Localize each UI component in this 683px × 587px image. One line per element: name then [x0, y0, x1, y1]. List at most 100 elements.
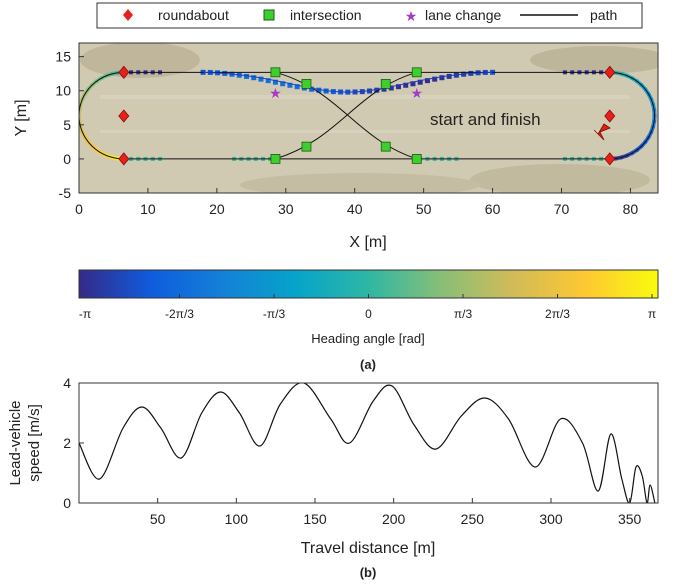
- y-axis-label-b-line1: Lead-vehicle: [7, 400, 24, 485]
- roundabout-marker: [118, 152, 130, 166]
- x-tick-label-a: 10: [140, 201, 156, 217]
- speed-line-group: [79, 383, 656, 503]
- intersection-marker: [270, 154, 281, 164]
- lane-change-dot: [403, 82, 409, 88]
- colorbar-tick-label: π/3: [454, 307, 473, 321]
- lane-change-dot: [265, 78, 271, 84]
- x-tick-label-a: 60: [485, 201, 501, 217]
- roundabout-marker: [118, 65, 130, 79]
- panel-b: 50 100 150 200 250 300 350 0 2 4 Travel distance …: [7, 375, 659, 557]
- speed-line: [79, 383, 656, 503]
- lane-change-dot: [439, 75, 445, 81]
- lane-change-dot: [388, 85, 394, 91]
- x-tick-label-b: 100: [225, 511, 249, 527]
- lane-change-dot: [374, 87, 380, 93]
- colorbar-tick-label: π: [648, 307, 656, 321]
- y-tick-label-a: 0: [63, 151, 71, 167]
- lane-change-dot: [272, 79, 278, 85]
- intersection-marker: [411, 67, 422, 78]
- y-tick-label-b: 0: [63, 495, 71, 511]
- lane-change-dot: [410, 81, 416, 87]
- x-tick-label-a: 20: [209, 201, 225, 217]
- legend-path-label: path: [590, 7, 617, 23]
- lane-change-dot: [417, 79, 423, 85]
- colorbar-label: Heading angle [rad]: [311, 331, 424, 346]
- roundabout-marker: [604, 152, 616, 166]
- start-finish-arrow-icon: [593, 123, 611, 141]
- y-tick-label-b: 4: [63, 375, 71, 391]
- intersection-marker: [301, 79, 312, 89]
- x-tick-label-a: 30: [278, 201, 294, 217]
- x-axis-label-a: X [m]: [349, 234, 386, 251]
- legend-roundabout-marker: [123, 9, 133, 21]
- colorbar-gradient: [78, 269, 659, 299]
- legend-lane-change-label: lane change: [425, 7, 502, 23]
- x-tick-label-b: 150: [303, 511, 327, 527]
- intersection-marker: [380, 141, 391, 152]
- lane-change-dot: [424, 78, 430, 84]
- roundabout-marker: [604, 109, 616, 123]
- lane-change-dot: [287, 82, 293, 88]
- legend-roundabout-label: roundabout: [158, 7, 229, 23]
- colorbar: -π -2π/3 -π/3 0 π/3 2π/3 π Heading angle [rad]: [78, 269, 659, 346]
- legend-intersection-label: intersection: [290, 7, 362, 23]
- lane-change-marker: ★: [269, 85, 282, 101]
- x-axis-label-b: Travel distance [m]: [301, 540, 436, 557]
- y-axis-label-a: Y [m]: [13, 99, 30, 136]
- colorbar-tick-label: -π: [79, 307, 91, 321]
- lane-change-dot: [446, 73, 452, 79]
- x-tick-label-a: 0: [75, 201, 83, 217]
- colorbar-tick-label: 2π/3: [545, 307, 570, 321]
- lane-change-dot: [432, 76, 438, 82]
- x-tick-label-b: 50: [150, 511, 166, 527]
- legend: roundabout intersection ★ lane change pa…: [96, 2, 643, 29]
- event-markers: ★ ★: [118, 65, 616, 166]
- start-finish-annotation: start and finish: [430, 110, 541, 129]
- x-tick-label-a: 50: [416, 201, 432, 217]
- y-axis-label-b-line2: speed [m/s]: [26, 404, 43, 482]
- lane-change-dot: [309, 86, 315, 92]
- intersection-marker: [270, 67, 281, 78]
- x-tick-label-b: 300: [539, 511, 563, 527]
- y-tick-label-a: -5: [59, 185, 72, 201]
- y-tick-label-a: 15: [55, 49, 71, 65]
- lane-change-dot: [258, 76, 264, 82]
- panel-a-label: (a): [360, 357, 376, 372]
- lane-change-dot: [316, 87, 322, 93]
- roundabout-marker: [604, 65, 616, 79]
- x-tick-label-b: 200: [382, 511, 406, 527]
- plot-frame-b: [78, 382, 659, 504]
- lane-change-marker: ★: [410, 85, 423, 101]
- plot-frame-a: [78, 42, 659, 194]
- colorbar-tick-label: -π/3: [263, 307, 286, 321]
- track-map-texture: [79, 43, 658, 193]
- colorbar-tick-label: -2π/3: [165, 307, 194, 321]
- x-tick-label-a: 80: [623, 201, 639, 217]
- x-tick-label-b: 250: [461, 511, 485, 527]
- plot-area-b: [79, 383, 658, 503]
- y-tick-label-b: 2: [63, 435, 71, 451]
- intersection-marker: [411, 154, 422, 164]
- lane-change-dot: [381, 86, 387, 92]
- panel-b-label: (b): [360, 565, 377, 580]
- legend-intersection-marker: [263, 9, 275, 21]
- path-lane-change: [203, 71, 493, 93]
- intersection-marker: [301, 141, 312, 152]
- legend-lane-change-marker: ★: [405, 8, 418, 24]
- lane-change-dot: [280, 81, 286, 87]
- x-tick-label-a: 70: [554, 201, 570, 217]
- x-tick-label-a: 40: [347, 201, 363, 217]
- colorbar-tick-label: 0: [365, 307, 372, 321]
- lane-change-dot: [395, 84, 401, 90]
- lane-change-dot: [251, 75, 257, 81]
- colorbar-ticks: -π -2π/3 -π/3 0 π/3 2π/3 π: [79, 294, 656, 321]
- intersection-marker: [380, 79, 391, 89]
- lane-change-dot: [243, 73, 249, 79]
- roundabout-marker: [118, 109, 130, 123]
- lane-change-dot: [294, 84, 300, 90]
- path-cross-2: [275, 71, 417, 160]
- y-tick-label-a: 5: [63, 117, 71, 133]
